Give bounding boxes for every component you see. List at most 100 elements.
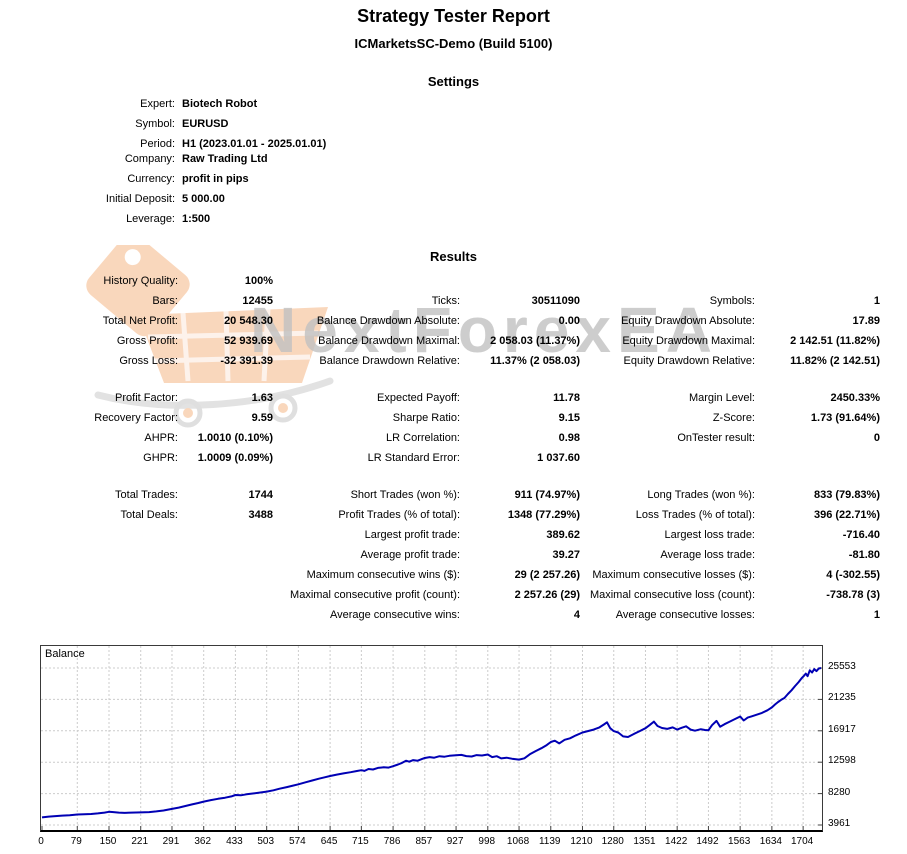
setting-label: Expert: — [140, 98, 175, 110]
result-row: Recovery Factor: 9.59 Sharpe Ratio: 9.15 Z-S… — [0, 409, 880, 429]
result-value: 833 (79.83%) — [813, 489, 880, 501]
settings-row: Initial Deposit: 5 000.00 — [0, 190, 326, 210]
x-axis-label: 503 — [257, 836, 275, 847]
result-label: Bars: — [152, 295, 178, 307]
result-label — [0, 546, 178, 566]
y-axis-label: 8280 — [828, 786, 851, 798]
x-axis-label: 0 — [38, 836, 44, 847]
result-label: Maximal consecutive profit (count): — [290, 589, 460, 601]
result-label: Profit Factor: — [115, 392, 178, 404]
result-value: 29 (2 257.26) — [514, 569, 580, 581]
result-value — [755, 272, 880, 292]
result-label: Gross Profit: — [116, 335, 178, 347]
result-label: Ticks: — [431, 295, 460, 307]
result-value: 2 058.03 (11.37%) — [490, 335, 580, 347]
result-row: Gross Profit: 52 939.69 Balance Drawdown M… — [0, 332, 880, 352]
result-label: Short Trades (won %): — [350, 489, 460, 501]
result-value: 389.62 — [546, 529, 580, 541]
settings-row: Period: H1 (2023.01.01 - 2025.01.01) — [0, 135, 326, 150]
result-label — [273, 272, 460, 292]
result-row: Total Deals: 3488 Profit Trades (% of tota… — [0, 506, 880, 526]
result-value: 1.63 — [251, 392, 273, 404]
result-label: Average loss trade: — [660, 549, 755, 561]
result-label — [0, 606, 178, 626]
x-axis-label: 1563 — [728, 836, 751, 847]
watermark-text: NextForexEA — [250, 294, 718, 366]
result-row: Average consecutive wins: 4 Average consec… — [0, 606, 880, 626]
setting-value: H1 (2023.01.01 - 2025.01.01) — [182, 138, 327, 150]
x-axis-label: 998 — [478, 836, 496, 847]
balance-chart: Balance — [40, 645, 823, 832]
settings-row: Currency: profit in pips — [0, 170, 326, 190]
result-label: Total Trades: — [115, 489, 178, 501]
results-block: History Quality: 100% Bars: 12455 Ticks: 3051… — [0, 272, 880, 372]
result-value: 2 142.51 (11.82%) — [790, 335, 880, 347]
result-value: 4 (-302.55) — [826, 569, 880, 581]
result-row: Gross Loss: -32 391.39 Balance Drawdown Re… — [0, 352, 880, 372]
result-value: 11.82% (2 142.51) — [790, 355, 880, 367]
result-label: Equity Drawdown Maximal: — [622, 335, 755, 347]
result-value — [178, 566, 273, 586]
result-row: History Quality: 100% — [0, 272, 880, 292]
result-value: 9.15 — [558, 412, 580, 424]
result-value: 911 (74.97%) — [514, 489, 580, 501]
y-axis-label: 12598 — [828, 755, 856, 767]
result-value: 0.00 — [558, 315, 580, 327]
y-axis-label: 21235 — [828, 692, 856, 704]
result-label: Recovery Factor: — [94, 412, 178, 424]
x-axis-label: 1422 — [665, 836, 688, 847]
result-label: GHPR: — [143, 452, 178, 464]
results-heading: Results — [430, 249, 477, 264]
result-label: Margin Level: — [688, 392, 755, 404]
result-row: GHPR: 1.0009 (0.09%) LR Standard Error: 1 0… — [0, 449, 880, 469]
result-label: Balance Drawdown Maximal: — [318, 335, 460, 347]
result-value: 12455 — [242, 295, 273, 307]
settings-row: Company: Raw Trading Ltd — [0, 150, 326, 170]
x-axis-label: 1280 — [601, 836, 624, 847]
y-axis-label: 25553 — [828, 661, 856, 672]
result-row: Maximum consecutive wins ($): 29 (2 257.2… — [0, 566, 880, 586]
result-value: -716.40 — [842, 529, 880, 541]
x-axis-label: 786 — [383, 836, 401, 847]
result-value: 1744 — [248, 489, 273, 501]
result-value: 396 (22.71%) — [813, 509, 880, 521]
setting-value: Biotech Robot — [182, 98, 258, 110]
x-axis-label: 857 — [415, 836, 433, 847]
result-value: 17.89 — [852, 315, 880, 327]
result-value: 30511090 — [531, 295, 580, 307]
result-label: Maximum consecutive losses ($): — [592, 569, 755, 581]
results-block: Profit Factor: 1.63 Expected Payoff: 11.78 M… — [0, 389, 880, 469]
result-value: -32 391.39 — [220, 355, 273, 367]
x-axis-label: 1634 — [759, 836, 782, 847]
result-label: Maximal consecutive loss (count): — [589, 589, 755, 601]
setting-label: Leverage: — [126, 213, 175, 225]
setting-value: Raw Trading Ltd — [182, 153, 268, 165]
setting-label: Symbol: — [135, 118, 175, 130]
result-value: -81.80 — [848, 549, 880, 561]
setting-label: Company: — [124, 153, 175, 165]
result-label: Average profit trade: — [360, 549, 460, 561]
page-title: Strategy Tester Report — [357, 6, 550, 26]
result-value — [460, 272, 580, 292]
watermark: NextForexEA — [78, 245, 798, 475]
result-value: -738.78 (3) — [826, 589, 880, 601]
result-value: 52 939.69 — [224, 335, 273, 347]
result-label — [0, 586, 178, 606]
x-axis-label: 221 — [131, 836, 149, 847]
result-value: 100% — [244, 275, 273, 287]
result-row: Total Trades: 1744 Short Trades (won %): 91… — [0, 486, 880, 506]
y-axis-label: 3961 — [828, 818, 851, 829]
setting-label: Period: — [140, 138, 175, 150]
result-value: 2450.33% — [830, 392, 880, 404]
result-row: Average profit trade: 39.27 Average loss t… — [0, 546, 880, 566]
x-axis-label: 927 — [446, 836, 464, 847]
result-value — [178, 526, 273, 546]
result-label — [580, 449, 755, 469]
result-value: 1 — [873, 609, 880, 621]
result-label: Loss Trades (% of total): — [635, 509, 755, 521]
result-row: Bars: 12455 Ticks: 30511090 Symbols: 1 — [0, 292, 880, 312]
y-axis-label: 16917 — [828, 723, 856, 735]
result-value: 39.27 — [552, 549, 580, 561]
setting-label: Initial Deposit: — [105, 193, 175, 205]
result-value: 11.37% (2 058.03) — [490, 355, 580, 367]
